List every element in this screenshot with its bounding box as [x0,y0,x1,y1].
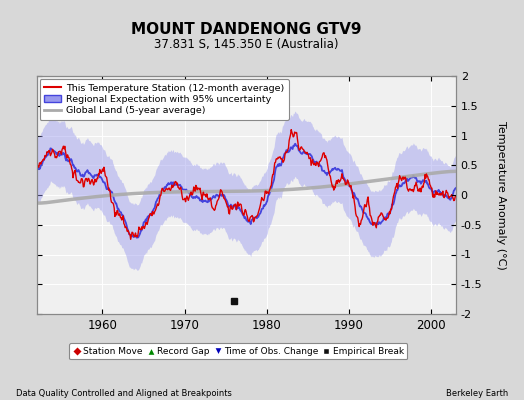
Text: Berkeley Earth: Berkeley Earth [446,389,508,398]
Legend: Station Move, Record Gap, Time of Obs. Change, Empirical Break: Station Move, Record Gap, Time of Obs. C… [69,343,408,360]
Text: Data Quality Controlled and Aligned at Breakpoints: Data Quality Controlled and Aligned at B… [16,389,232,398]
Y-axis label: Temperature Anomaly (°C): Temperature Anomaly (°C) [496,121,506,269]
Text: 37.831 S, 145.350 E (Australia): 37.831 S, 145.350 E (Australia) [154,38,339,51]
Text: MOUNT DANDENONG GTV9: MOUNT DANDENONG GTV9 [131,22,362,37]
Legend: This Temperature Station (12-month average), Regional Expectation with 95% uncer: This Temperature Station (12-month avera… [39,79,289,120]
